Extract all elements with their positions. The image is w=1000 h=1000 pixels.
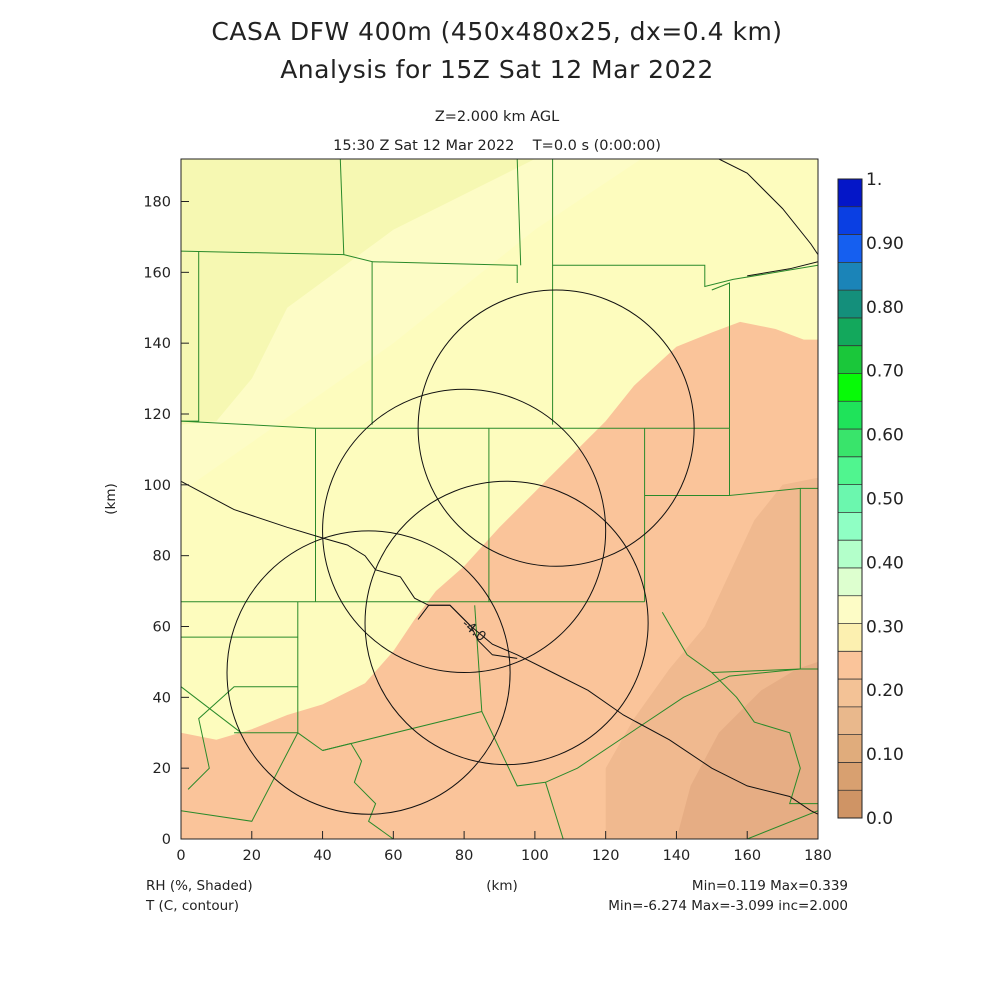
- colorbar-swatch-16: [838, 345, 862, 374]
- y-axis: 0 20 40 60 80 100 120 140 160 180: [143, 195, 189, 848]
- county-line-19: [187, 686, 298, 790]
- colorbar-swatch-3: [838, 706, 862, 735]
- county-line-5: [552, 159, 818, 288]
- county-line-20: [181, 732, 323, 822]
- x-axis: 0 20 40 60 80 100 120 140 160 180: [176, 831, 832, 864]
- colorbar-label-1: 0.90: [866, 234, 904, 254]
- colorbar-swatch-22: [838, 179, 862, 207]
- y-tick-label-180: 180: [143, 195, 171, 211]
- y-tick-label-100: 100: [143, 478, 171, 494]
- colorbar-swatch-5: [838, 651, 862, 680]
- colorbar-swatch-13: [838, 429, 862, 457]
- radar-range-rings: [226, 289, 695, 815]
- x-tick-label-60: 60: [384, 848, 402, 864]
- colorbar-label-7: 0.30: [866, 617, 904, 637]
- x-tick-label-20: 20: [243, 848, 261, 864]
- colorbar-swatch-12: [838, 456, 862, 485]
- rh-region-0.27: [181, 159, 535, 425]
- county-line-12: [729, 428, 818, 497]
- plot-frame: [180, 158, 819, 840]
- range-ring-4: [226, 530, 511, 815]
- colorbar-swatch-14: [838, 401, 862, 430]
- y-tick-label-0: 0: [162, 832, 171, 848]
- range-ring-3: [364, 480, 649, 766]
- county-line-7: [711, 282, 730, 429]
- x-tick-label-0: 0: [176, 848, 185, 864]
- colorbar-swatch-2: [838, 734, 862, 763]
- title-line2: Analysis for 15Z Sat 12 Mar 2022: [280, 55, 714, 84]
- river-line-1: [718, 159, 818, 255]
- x-tick-label-100: 100: [521, 848, 549, 864]
- colorbar-swatch-10: [838, 512, 862, 541]
- colorbar-swatch-20: [838, 234, 862, 263]
- county-line-3: [372, 261, 518, 283]
- range-ring-1: [417, 289, 695, 567]
- footer-rh-label: RH (%, Shaded): [146, 878, 253, 894]
- county-line-27: [661, 612, 801, 674]
- title-line1: CASA DFW 400m (450x480x25, dx=0.4 km): [211, 17, 782, 46]
- x-tick-label-180: 180: [804, 848, 832, 864]
- colorbar-label-4: 0.60: [866, 426, 904, 446]
- y-tick-label-40: 40: [153, 690, 171, 706]
- county-line-23: [474, 605, 483, 712]
- river-line-2: [747, 261, 818, 277]
- colorbar-label-3: 0.70: [866, 362, 904, 382]
- y-axis-label: (km): [103, 483, 119, 515]
- county-line-25: [545, 782, 564, 839]
- y-tick-label-60: 60: [153, 620, 171, 636]
- contour-line-minus4: [417, 604, 518, 659]
- x-axis-label: (km): [486, 878, 518, 894]
- colorbar-swatch-1: [838, 762, 862, 791]
- colorbar-label-2: 0.80: [866, 298, 904, 318]
- county-line-26: [747, 810, 818, 839]
- x-tick-label-120: 120: [592, 848, 620, 864]
- colorbar-swatch-4: [838, 679, 862, 707]
- colorbar-swatch-15: [838, 373, 862, 402]
- colorbar-swatch-18: [838, 290, 862, 318]
- x-tick-label-140: 140: [663, 848, 691, 864]
- footer-t-label: T (C, contour): [145, 898, 239, 914]
- colorbar-swatch-19: [838, 262, 862, 291]
- time-label: 15:30 Z Sat 12 Mar 2022 T=0.0 s (0:00:00…: [333, 138, 661, 154]
- y-tick-label-20: 20: [153, 761, 171, 777]
- colorbar: 1. 0.90 0.80 0.70 0.60 0.50 0.40 0.30 0.20 0.10 0.…: [837, 170, 904, 829]
- y-tick-label-160: 160: [143, 265, 171, 281]
- x-tick-label-80: 80: [455, 848, 473, 864]
- colorbar-label-8: 0.20: [866, 681, 904, 701]
- colorbar-swatch-17: [838, 317, 862, 346]
- colorbar-label-6: 0.40: [866, 553, 904, 573]
- colorbar-label-5: 0.50: [866, 490, 904, 510]
- county-line-4: [516, 159, 522, 266]
- colorbar-label-0: 1.: [866, 170, 882, 190]
- rh-shading: [181, 159, 818, 839]
- county-boundaries: [181, 159, 818, 839]
- colorbar-swatch-11: [838, 484, 862, 513]
- colorbar-swatch-9: [838, 540, 862, 568]
- colorbar-label-10: 0.0: [866, 809, 893, 829]
- plot-area: -4.0: [181, 159, 818, 839]
- x-tick-label-40: 40: [313, 848, 331, 864]
- colorbar-swatch-7: [838, 595, 862, 624]
- y-tick-label-80: 80: [153, 549, 171, 565]
- range-ring-2: [322, 388, 607, 674]
- t-range: Min=-6.274 Max=-3.099 inc=2.000: [608, 898, 848, 914]
- colorbar-frame: [837, 178, 863, 819]
- colorbar-swatch-8: [838, 567, 862, 596]
- county-line-28: [711, 672, 818, 805]
- colorbar-swatch-6: [838, 623, 862, 652]
- colorbar-swatch-21: [838, 206, 862, 235]
- county-line-8: [181, 420, 730, 429]
- county-line-24: [481, 668, 801, 787]
- y-tick-label-120: 120: [143, 407, 171, 423]
- colorbar-label-9: 0.10: [866, 745, 904, 765]
- level-label: Z=2.000 km AGL: [435, 109, 559, 125]
- y-tick-label-140: 140: [143, 336, 171, 352]
- colorbar-swatch-0: [838, 790, 862, 818]
- rh-range: Min=0.119 Max=0.339: [692, 878, 848, 894]
- county-line-18: [181, 686, 242, 734]
- county-line-22: [322, 711, 482, 751]
- x-tick-label-160: 160: [733, 848, 761, 864]
